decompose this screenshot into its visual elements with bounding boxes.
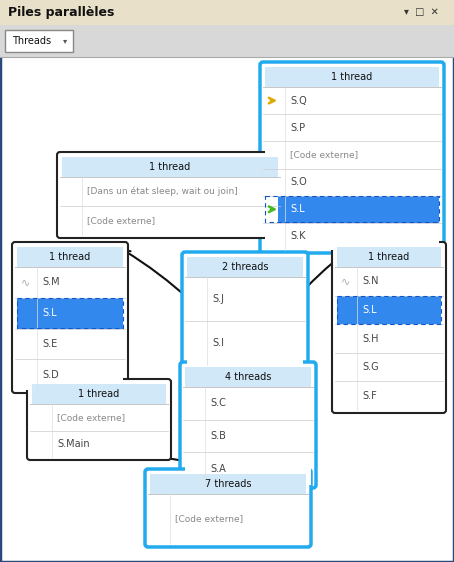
Bar <box>187 277 303 321</box>
Bar <box>150 474 306 494</box>
Bar <box>265 196 439 223</box>
Bar <box>17 359 123 390</box>
Text: 1 thread: 1 thread <box>368 252 410 262</box>
FancyBboxPatch shape <box>260 62 444 253</box>
Bar <box>337 382 441 410</box>
Text: S.O: S.O <box>290 177 307 187</box>
Text: [Code externe]: [Code externe] <box>175 514 243 523</box>
Text: S.M: S.M <box>42 278 59 287</box>
Text: [Code externe]: [Code externe] <box>87 216 155 225</box>
Bar <box>337 247 441 267</box>
Bar <box>265 87 439 114</box>
Text: 1 thread: 1 thread <box>49 252 91 262</box>
Bar <box>337 353 441 382</box>
Bar <box>337 296 441 324</box>
FancyBboxPatch shape <box>5 30 73 52</box>
Bar <box>32 430 166 457</box>
Text: S.I: S.I <box>212 338 224 348</box>
Text: ∿: ∿ <box>21 278 31 287</box>
Text: S.D: S.D <box>42 370 59 379</box>
FancyBboxPatch shape <box>12 242 128 393</box>
Bar <box>265 67 439 87</box>
Bar <box>32 384 166 404</box>
Text: S.L: S.L <box>42 308 57 318</box>
Text: 1 thread: 1 thread <box>331 72 373 82</box>
FancyBboxPatch shape <box>332 242 446 413</box>
Text: S.J: S.J <box>212 294 224 304</box>
Text: [Code externe]: [Code externe] <box>57 413 125 422</box>
Text: S.B: S.B <box>210 431 226 441</box>
Bar <box>62 177 278 206</box>
Bar <box>265 114 439 141</box>
Bar <box>32 404 166 430</box>
Text: 1 thread: 1 thread <box>149 162 191 172</box>
Text: S.F: S.F <box>362 391 377 401</box>
Text: [Dans un état sleep, wait ou join]: [Dans un état sleep, wait ou join] <box>87 187 238 196</box>
Bar <box>17 298 123 328</box>
Text: S.Main: S.Main <box>57 439 89 448</box>
Bar <box>187 257 303 277</box>
Bar <box>62 157 278 177</box>
Text: S.N: S.N <box>362 277 379 286</box>
Text: S.H: S.H <box>362 333 379 343</box>
Bar <box>265 141 439 169</box>
Text: S.A: S.A <box>210 464 226 474</box>
Bar <box>187 321 303 365</box>
Text: S.L: S.L <box>362 305 377 315</box>
Bar <box>185 387 311 420</box>
FancyBboxPatch shape <box>180 362 316 488</box>
Text: S.P: S.P <box>290 123 305 133</box>
Text: Piles parallèles: Piles parallèles <box>8 6 114 19</box>
FancyBboxPatch shape <box>57 152 283 238</box>
Bar <box>185 452 311 485</box>
Text: 2 threads: 2 threads <box>222 262 268 272</box>
Bar <box>185 420 311 452</box>
FancyBboxPatch shape <box>182 252 308 368</box>
Text: S.L: S.L <box>290 204 305 214</box>
Bar <box>185 367 311 387</box>
Bar <box>17 267 123 298</box>
Text: [Code externe]: [Code externe] <box>290 151 358 160</box>
Text: S.K: S.K <box>290 232 306 242</box>
Text: S.G: S.G <box>362 362 379 372</box>
Text: S.E: S.E <box>42 339 57 349</box>
Text: 7 threads: 7 threads <box>205 479 251 489</box>
Text: ▾  □  ✕: ▾ □ ✕ <box>404 7 439 17</box>
Bar <box>0 25 454 57</box>
Text: 4 threads: 4 threads <box>225 372 271 382</box>
Text: S.Q: S.Q <box>290 96 307 106</box>
Bar <box>265 223 439 250</box>
Text: Threads: Threads <box>12 36 51 46</box>
Bar <box>337 296 441 324</box>
Bar <box>17 329 123 359</box>
Bar <box>0 0 454 25</box>
Bar <box>17 298 123 329</box>
Bar <box>337 324 441 353</box>
Bar <box>337 267 441 296</box>
Bar <box>17 247 123 267</box>
FancyBboxPatch shape <box>27 379 171 460</box>
Text: S.C: S.C <box>210 398 226 409</box>
Bar <box>150 494 306 544</box>
Bar <box>265 196 439 223</box>
Text: ▾: ▾ <box>63 37 67 46</box>
Text: 1 thread: 1 thread <box>79 389 119 399</box>
FancyBboxPatch shape <box>145 469 311 547</box>
Text: ∿: ∿ <box>341 277 350 286</box>
Bar <box>265 169 439 196</box>
Bar <box>62 206 278 235</box>
